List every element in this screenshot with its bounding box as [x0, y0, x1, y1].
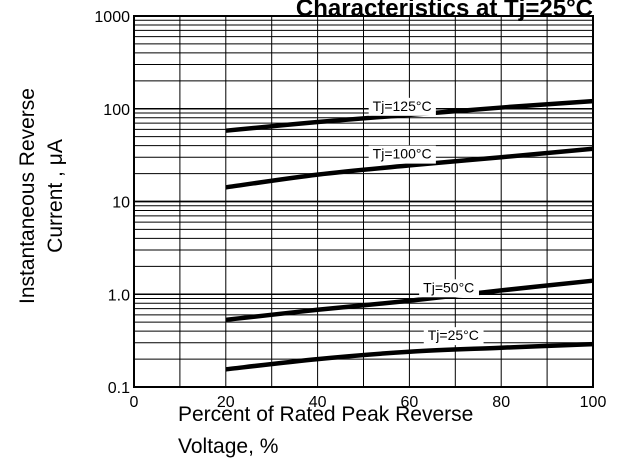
- series-label-3: Tj=25°C: [424, 327, 484, 345]
- chart-title: Characteristics at Tj=25°C: [296, 0, 593, 22]
- series-label-text: Tj=125°C: [373, 98, 432, 114]
- y-tick-labels: 0.1 1.0 10 100 1000: [94, 9, 130, 397]
- x-tick-label: 80: [492, 394, 510, 411]
- x-tick-label: 100: [580, 394, 607, 411]
- y-tick-label: 1000: [94, 9, 130, 26]
- series-label-text: Tj=50°C: [423, 279, 474, 295]
- x-tick-label: 0: [130, 394, 139, 411]
- series-label-1: Tj=100°C: [369, 146, 436, 164]
- y-tick-label: 10: [112, 195, 130, 212]
- series-label-text: Tj=25°C: [428, 327, 479, 343]
- x-axis-title-line-2: Voltage, %: [178, 435, 278, 458]
- y-axis-title-line-1: Instantaneous Reverse: [16, 88, 39, 304]
- series-label-2: Tj=50°C: [419, 279, 479, 297]
- y-axis-title-line-2: Current , μA: [44, 139, 67, 253]
- x-axis-title-line-1: Percent of Rated Peak Reverse: [178, 403, 473, 426]
- y-tick-label: 100: [103, 102, 130, 119]
- series-label-0: Tj=125°C: [369, 98, 436, 116]
- series-label-text: Tj=100°C: [373, 146, 432, 162]
- y-tick-label: 0.1: [108, 380, 130, 397]
- series-labels: Tj=125°C Tj=100°C Tj=50°C Tj=25°C: [369, 98, 484, 345]
- grid-lines: [134, 16, 593, 387]
- y-tick-label: 1.0: [108, 287, 130, 304]
